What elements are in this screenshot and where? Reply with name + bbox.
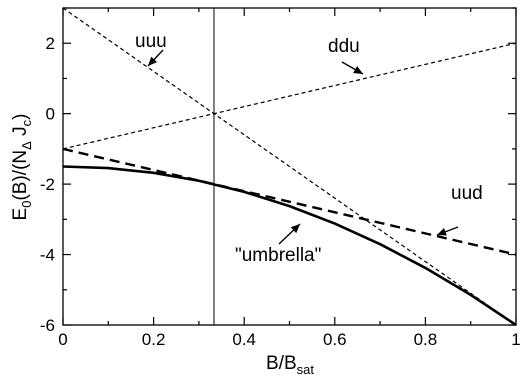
- series-line-umbrella: [62, 165, 517, 327]
- y-axis-label: E0(B)/(NΔ Jc): [10, 114, 34, 221]
- series-line-uuu: [62, 7, 517, 326]
- y-tick-label: -4: [40, 246, 55, 265]
- y-tick-label: 2: [46, 34, 55, 53]
- x-tick-label: 0.4: [232, 330, 256, 349]
- y-tick-label: -2: [40, 175, 55, 194]
- x-tick-label: 0.8: [414, 330, 438, 349]
- annotation-arrow-head: [148, 56, 158, 66]
- x-tick-label: 0: [58, 330, 67, 349]
- series-line-uud: [62, 147, 517, 256]
- x-axis-label: B/Bsat: [266, 353, 314, 377]
- x-tick-label: 1: [511, 330, 520, 349]
- annotation-label: ddu: [328, 36, 360, 57]
- x-tick-label: 0.2: [142, 330, 166, 349]
- y-tick-label: 0: [46, 105, 55, 124]
- annotation-arrow-head: [290, 224, 300, 234]
- annotation-label: "umbrella": [235, 245, 321, 266]
- series-line-ddu: [62, 42, 517, 150]
- x-tick-label: 0.6: [323, 330, 347, 349]
- annotation-label: uuu: [135, 31, 167, 52]
- plot-area: [62, 7, 517, 327]
- labels: 0 0.2 0.4 0.6 0.8 1 -6 -4 -2 0 2 B/Bsat E0(B)/(NΔ Jc…: [10, 31, 520, 377]
- axes: [62, 7, 517, 326]
- annotation-arrow-head: [353, 66, 363, 74]
- annotation-label: uud: [451, 183, 483, 204]
- annotation-arrow-head: [437, 228, 447, 236]
- y-tick-label: -6: [40, 316, 55, 335]
